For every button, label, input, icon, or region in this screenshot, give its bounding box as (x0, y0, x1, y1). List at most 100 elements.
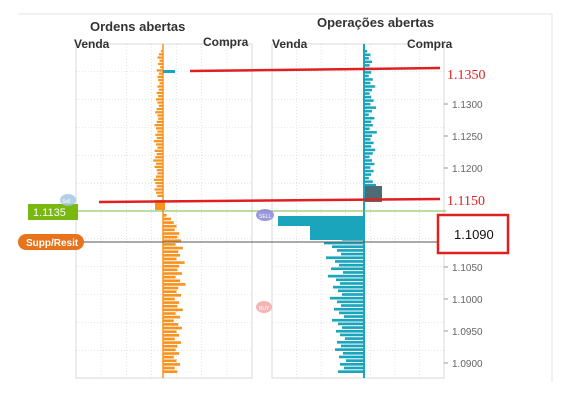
positions-buy-bar (364, 85, 376, 88)
orders-sell-bar (156, 91, 163, 95)
positions-sell-bar (339, 355, 364, 359)
orders-buy-bar (163, 275, 176, 279)
positions-sell-bar (338, 370, 364, 373)
orders-sell-bar (156, 127, 163, 130)
positions-sell-bar (337, 340, 364, 344)
orders-buy-bar (163, 246, 183, 250)
positions-buy-bar (364, 183, 376, 187)
orders-sell-bar (159, 82, 163, 85)
orders-buy-bar (163, 217, 172, 221)
orders-sell-bar (154, 165, 163, 169)
positions-buy-bar (364, 120, 372, 123)
orders-buy-bar (163, 352, 180, 355)
positions-buy-bar (364, 57, 369, 60)
orders-sell-bar (157, 194, 163, 197)
orders-buy-bar (163, 232, 180, 235)
price-tick-label: 1.1300 (452, 100, 483, 111)
orders-sell-bar (156, 185, 163, 188)
orders-sell-bar (158, 53, 163, 56)
orders-buy-bar (163, 312, 176, 315)
orders-sell-depth-bars (153, 50, 165, 210)
price-tick-label: 1.1000 (452, 295, 483, 306)
positions-buy-bar (364, 81, 371, 85)
price-tick-label: 1.1050 (452, 263, 483, 274)
annotation-label-mid: 1.1150 (447, 194, 485, 209)
orders-sell-bar (155, 200, 165, 210)
orders-sell-bar (156, 98, 163, 101)
orders-buy-bar (163, 304, 178, 308)
supp-resist-badge-label: Supp/Resit (26, 238, 79, 249)
orders-buy-bar (163, 221, 174, 224)
buy-bubble-label: BUY (259, 306, 270, 312)
orders-sell-bar (157, 146, 163, 149)
orders-buy-bar (163, 254, 181, 257)
positions-buy-bar (364, 169, 374, 173)
annotation-line-mid (98, 197, 441, 204)
positions-buy-bar (364, 141, 374, 145)
positions-buy-bar (364, 166, 371, 169)
orders-buy-bar (163, 359, 177, 363)
orders-buy-bar (163, 235, 178, 239)
orders-buy-bar (163, 330, 177, 333)
positions-sell-bar (341, 252, 364, 256)
orders-buy-bar (163, 348, 176, 352)
orders-buy-bar (163, 286, 179, 290)
orders-sell-bar (157, 56, 163, 59)
positions-sell-bar (337, 249, 364, 252)
positions-buy-label: Compra (407, 37, 453, 51)
positions-sell-bar (335, 348, 364, 351)
price-tick-label: 1.0950 (452, 327, 483, 338)
current-price-badge[interactable] (28, 204, 78, 220)
orders-sell-bar (159, 59, 163, 62)
positions-buy-bar (364, 173, 372, 176)
positions-buy-bar (364, 88, 372, 92)
orders-buy-bar (163, 341, 181, 344)
orders-buy-bar (163, 279, 181, 283)
positions-buy-bar (364, 92, 370, 95)
orders-sell-bar (156, 69, 163, 72)
positions-buy-bar (364, 176, 369, 180)
orders-buy-bar (163, 344, 178, 348)
positions-panel-title: Operações abertas (317, 15, 434, 30)
orders-buy-bar (163, 268, 178, 272)
orders-sell-bar (153, 159, 163, 162)
buy-bubble[interactable] (256, 301, 272, 313)
sell-bubble-top[interactable] (60, 194, 76, 206)
positions-buy-depth-bars (364, 50, 382, 202)
positions-buy-bar (364, 152, 373, 155)
positions-sell-label: Venda (272, 37, 308, 51)
positions-buy-bar (364, 74, 369, 78)
positions-sell-bar (341, 344, 364, 348)
positions-large-sell-block (278, 216, 364, 226)
positions-buy-bar (364, 71, 372, 74)
positions-sell-bar (338, 289, 364, 293)
orders-buy-bar (163, 257, 177, 261)
orders-buy-bar (163, 264, 180, 268)
positions-sell-bar (343, 271, 364, 274)
orders-sell-bar (154, 149, 163, 152)
positions-buy-bar (364, 113, 369, 116)
orders-sell-bar (157, 101, 163, 104)
supp-resist-badge[interactable] (18, 234, 84, 250)
positions-sell-bar (330, 296, 364, 300)
orders-sell-bar (155, 133, 163, 136)
orders-buy-bar (163, 290, 177, 293)
orders-buy-bar (163, 272, 182, 275)
positions-sell-bar (339, 311, 364, 315)
positions-sell-bar (337, 300, 364, 304)
orders-sell-bar (158, 95, 163, 98)
positions-sell-bar (333, 285, 364, 289)
orders-sell-bar (156, 162, 163, 165)
positions-sell-block (310, 226, 364, 240)
orders-sell-bar (156, 136, 163, 140)
positions-buy-bar (364, 60, 372, 64)
annotation-line-high (189, 66, 441, 73)
orders-buy-bar (163, 319, 174, 323)
positions-sell-bar (326, 256, 364, 260)
orders-sell-bar (155, 111, 163, 114)
positions-sell-bar (344, 315, 364, 318)
orders-buy-depth-bars (163, 214, 186, 373)
orders-sell-bar (156, 152, 163, 156)
sell-bubble-mid[interactable] (256, 209, 274, 221)
